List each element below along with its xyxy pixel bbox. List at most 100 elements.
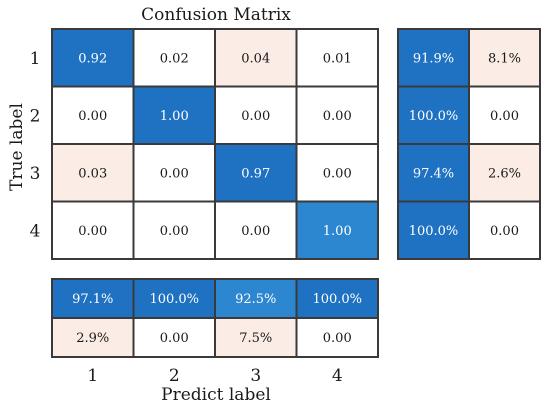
matrix-cell-r4-c4: 1.00 [295,200,379,260]
row-summary-correct-r4-label: 100.0% [409,224,459,239]
matrix-cell-r1-c2: 0.02 [132,28,216,88]
chart-title: Confusion Matrix [141,5,291,25]
matrix-cell-r2-c2: 1.00 [132,85,216,145]
column-summary-incorrect-c1-label: 2.9% [76,331,109,346]
column-summary-correct-c3: 92.5% [214,278,298,319]
row-summary-correct-r1-rect [397,28,470,88]
column-summary-correct-c4: 100.0% [295,278,379,319]
column-summary-correct-c3-label: 92.5% [235,292,276,307]
row-tick-label-1: 1 [30,49,41,69]
column-summary-correct-c4-label: 100.0% [312,292,362,307]
row-tick-label-2: 2 [30,106,41,126]
matrix-cell-r4-c4-rect [295,200,379,260]
matrix-cell-r3-c1-label: 0.03 [78,166,107,181]
column-summary-correct-c2: 100.0% [132,278,216,319]
x-axis-label: Predict label [161,385,271,405]
row-tick-label-3: 3 [30,164,41,184]
row-tick-labels: 1 2 3 4 [30,49,41,242]
column-summary-correct-c2-label: 100.0% [149,292,199,307]
column-summary-panel: 97.1% 2.9% 100.0% 0.00 92.5% 7.5% 100.0% 0.00 [51,278,379,358]
row-summary-correct-r3-label: 97.4% [413,166,454,181]
matrix-cell-r1-c4-rect [295,28,379,88]
column-summary-incorrect-c4: 0.00 [295,317,379,358]
matrix-cell-r1-c3-label: 0.04 [241,51,270,66]
matrix-cell-r3-c2-label: 0.00 [160,166,189,181]
matrix-cell-r1-c2-label: 0.02 [160,51,189,66]
matrix-cell-r1-c1-rect [51,28,135,88]
column-summary-incorrect-c3: 7.5% [214,317,298,358]
matrix-cell-r2-c2-rect [132,85,216,145]
row-summary-correct-r1: 91.9% [397,28,470,88]
column-summary-incorrect-c2-rect [132,317,216,358]
matrix-cell-r3-c2-rect [132,143,216,203]
matrix-cell-r4-c1-rect [51,200,135,260]
matrix-cell-r4-c1-label: 0.00 [78,224,107,239]
column-summary-correct-c3-rect [214,278,298,319]
matrix-cell-r4-c2-rect [132,200,216,260]
column-tick-label-1: 1 [87,366,98,386]
matrix-cell-r2-c1-label: 0.00 [78,109,107,124]
matrix-cell-r1-c1-label: 0.92 [78,51,107,66]
column-summary-correct-c4-rect [295,278,379,319]
column-summary-incorrect-c1: 2.9% [51,317,135,358]
matrix-cell-r4-c2: 0.00 [132,200,216,260]
column-summary-incorrect-c2: 0.00 [132,317,216,358]
row-summary-panel: 91.9% 8.1% 100.0% 0.00 97.4% 2.6% 100.0% 0.00 [397,28,541,260]
row-tick-label-4: 4 [30,221,41,241]
y-axis-label: True label [7,103,27,191]
matrix-cell-r3-c3: 0.97 [214,143,298,203]
row-summary-incorrect-r3: 2.6% [468,143,541,203]
matrix-cell-r4-c2-label: 0.00 [160,224,189,239]
row-summary-incorrect-r2-label: 0.00 [490,109,519,124]
main-matrix: 0.92 0.02 0.04 0.01 0.00 1.00 0.00 0.00 0.03 0.00… [51,28,379,260]
matrix-cell-r2-c4: 0.00 [295,85,379,145]
matrix-cell-r1-c4: 0.01 [295,28,379,88]
matrix-cell-r2-c1: 0.00 [51,85,135,145]
row-summary-incorrect-r4: 0.00 [468,200,541,260]
matrix-cell-r4-c4-label: 1.00 [323,224,352,239]
column-summary-incorrect-c2-label: 0.00 [160,331,189,346]
row-summary-incorrect-r1-label: 8.1% [488,51,521,66]
column-summary-incorrect-c4-rect [295,317,379,358]
column-summary-correct-c1: 97.1% [51,278,135,319]
matrix-cell-r3-c4-label: 0.00 [323,166,352,181]
column-tick-labels: 1 2 3 4 [87,366,342,386]
matrix-cell-r3-c4-rect [295,143,379,203]
matrix-cell-r1-c3: 0.04 [214,28,298,88]
row-summary-correct-r3: 97.4% [397,143,470,203]
matrix-cell-r4-c3: 0.00 [214,200,298,260]
column-summary-correct-c1-label: 97.1% [72,292,113,307]
row-summary-correct-r2: 100.0% [397,85,470,145]
row-summary-correct-r4-rect [397,200,470,260]
row-summary-incorrect-r4-label: 0.00 [490,224,519,239]
row-summary-correct-r2-label: 100.0% [409,109,459,124]
row-summary-correct-r4: 100.0% [397,200,470,260]
column-summary-incorrect-c3-label: 7.5% [239,331,272,346]
matrix-cell-r2-c4-label: 0.00 [323,109,352,124]
row-summary-correct-r3-rect [397,143,470,203]
row-summary-incorrect-r4-rect [468,200,541,260]
row-summary-incorrect-r3-rect [468,143,541,203]
matrix-cell-r2-c4-rect [295,85,379,145]
matrix-cell-r1-c1: 0.92 [51,28,135,88]
matrix-cell-r3-c1: 0.03 [51,143,135,203]
row-summary-incorrect-r2: 0.00 [468,85,541,145]
matrix-cell-r2-c2-label: 1.00 [160,109,189,124]
column-tick-label-3: 3 [250,366,261,386]
row-summary-incorrect-r3-label: 2.6% [488,166,521,181]
matrix-cell-r1-c2-rect [132,28,216,88]
column-summary-incorrect-c4-label: 0.00 [323,331,352,346]
row-summary-correct-r2-rect [397,85,470,145]
row-summary-incorrect-r1: 8.1% [468,28,541,88]
matrix-cell-r3-c3-label: 0.97 [241,166,270,181]
matrix-cell-r3-c2: 0.00 [132,143,216,203]
row-summary-incorrect-r1-rect [468,28,541,88]
matrix-cell-r1-c4-label: 0.01 [323,51,352,66]
matrix-cell-r2-c3-label: 0.00 [241,109,270,124]
matrix-cell-r4-c1: 0.00 [51,200,135,260]
column-summary-correct-c2-rect [132,278,216,319]
matrix-cell-r3-c4: 0.00 [295,143,379,203]
matrix-cell-r2-c3: 0.00 [214,85,298,145]
row-summary-correct-r1-label: 91.9% [413,51,454,66]
